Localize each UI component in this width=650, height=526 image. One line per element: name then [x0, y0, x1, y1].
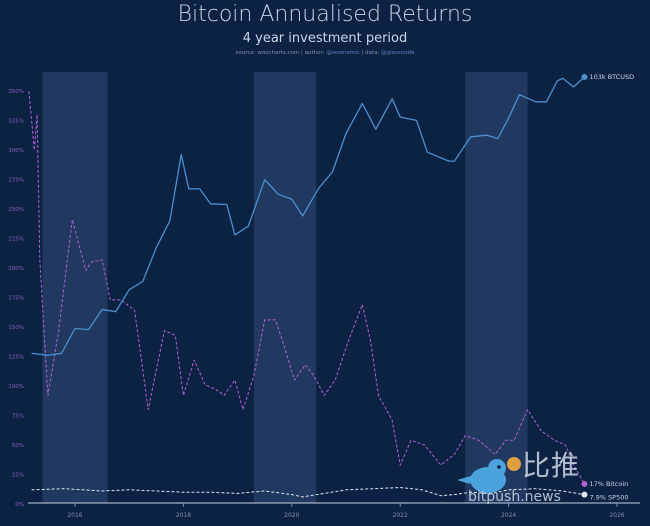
x-tick-label: 2022 — [393, 512, 408, 519]
y-tick-label: 225% — [8, 237, 24, 243]
y-tick-label: 100% — [8, 384, 24, 390]
y-tick-label: 325% — [8, 119, 24, 125]
source-line: source: woocharts.com | author: @woonomi… — [0, 50, 650, 56]
series-end-marker-bitcoin — [581, 480, 588, 487]
y-tick-label: 150% — [8, 325, 24, 331]
x-tick-label: 2020 — [284, 512, 299, 519]
y-tick-label: 200% — [8, 266, 24, 272]
source-data[interactable]: @glassnode — [381, 50, 415, 56]
watermark-domain: bitpush.news — [468, 489, 561, 505]
series-end-marker-btcusd — [581, 74, 588, 80]
y-tick-label: 75% — [12, 414, 24, 420]
chart-title: Bitcoin Annualised Returns — [177, 2, 473, 27]
source-prefix: source: — [235, 50, 258, 56]
y-tick-label: 175% — [8, 296, 24, 302]
series-line-btcusd — [31, 76, 585, 356]
y-tick-label: 0% — [15, 502, 24, 508]
bird-logo-icon — [457, 457, 521, 493]
y-tick-label: 250% — [8, 207, 24, 213]
source-author[interactable]: @woonomic — [326, 50, 360, 56]
watermark-chinese: 比推 — [522, 449, 581, 482]
y-tick-label: 50% — [12, 443, 24, 449]
x-tick-label: 2016 — [67, 512, 82, 519]
source-sep2: | data: — [359, 50, 382, 56]
series-end-marker-sp500 — [581, 491, 588, 498]
y-tick-label: 25% — [12, 473, 24, 479]
y-tick-label: 300% — [8, 148, 24, 154]
chart-subtitle: 4 year investment period — [242, 31, 408, 46]
source-site[interactable]: woocharts.com — [257, 50, 300, 56]
series-label-sp500: 7.9% SP500 — [589, 494, 628, 502]
y-tick-label: 350% — [8, 89, 24, 95]
shaded-period — [465, 72, 528, 503]
shaded-period — [42, 72, 108, 503]
x-tick-label: 2024 — [501, 512, 516, 519]
series-label-bitcoin: 17% Bitcoin — [589, 480, 628, 488]
shaded-period — [253, 72, 317, 503]
y-tick-label: 275% — [8, 178, 24, 184]
x-tick-label: 2018 — [176, 512, 191, 519]
source-sep1: | author: — [299, 50, 327, 56]
y-tick-label: 125% — [8, 355, 24, 361]
series-label-btcusd: 103k BTCUSD — [589, 73, 634, 81]
series-line-sp500 — [31, 487, 585, 498]
x-tick-label: 2026 — [609, 512, 624, 519]
